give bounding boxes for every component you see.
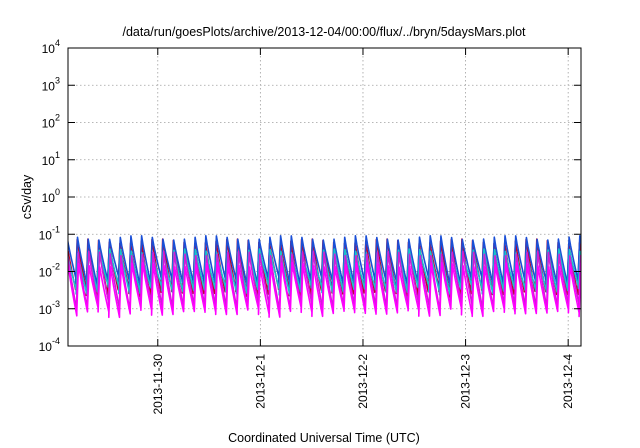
x-tick-label: 2013-12-3 bbox=[459, 354, 473, 409]
x-tick-label: 2013-12-4 bbox=[561, 354, 575, 409]
y-axis-label: cSv/day bbox=[20, 174, 34, 219]
x-tick-label: 2013-12-1 bbox=[253, 354, 267, 409]
x-axis-label: Coordinated Universal Time (UTC) bbox=[228, 431, 420, 445]
series-layer bbox=[68, 235, 581, 319]
chart-title: /data/run/goesPlots/archive/2013-12-04/0… bbox=[122, 25, 526, 39]
x-tick-label: 2013-11-30 bbox=[151, 354, 165, 415]
plot-frame bbox=[67, 47, 582, 347]
x-tick-label: 2013-12-2 bbox=[356, 354, 370, 409]
series-line-5 bbox=[68, 261, 581, 319]
